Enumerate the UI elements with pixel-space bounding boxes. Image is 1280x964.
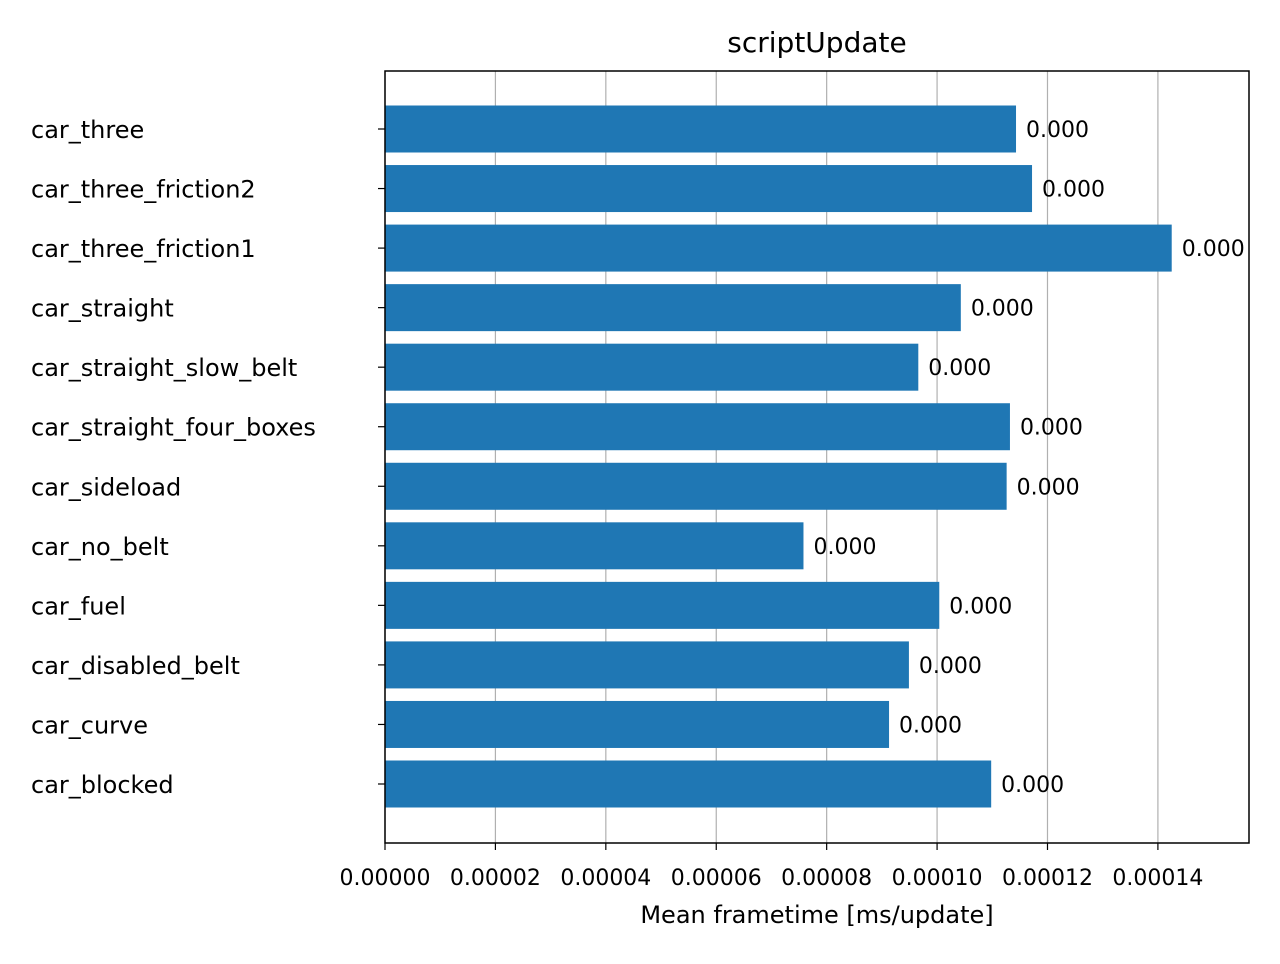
data-label: 0.000 xyxy=(813,535,876,560)
data-label: 0.000 xyxy=(971,297,1034,322)
data-label: 0.000 xyxy=(1017,475,1080,500)
bar xyxy=(385,700,890,748)
y-tick-label: car_curve xyxy=(31,711,148,739)
y-tick-label: car_disabled_belt xyxy=(31,652,240,680)
y-axis-ticks: car_three car_three_friction2 car_three_fr… xyxy=(31,116,385,799)
bars xyxy=(385,105,1172,808)
y-tick-label: car_no_belt xyxy=(31,533,169,561)
y-tick-label: car_straight_four_boxes xyxy=(31,414,316,442)
bar xyxy=(385,522,804,570)
data-labels: 0.000 0.000 0.000 0.000 0.000 0.000 0.000 0.000… xyxy=(813,118,1244,798)
data-label: 0.000 xyxy=(949,594,1012,619)
data-label: 0.000 xyxy=(928,356,991,381)
y-tick-label: car_straight xyxy=(31,295,174,323)
x-tick-label: 0.00002 xyxy=(450,866,541,891)
bar xyxy=(385,581,940,629)
bar xyxy=(385,760,992,808)
bar xyxy=(385,224,1172,272)
x-tick-label: 0.00012 xyxy=(1002,866,1093,891)
chart-title: scriptUpdate xyxy=(727,26,906,59)
data-label: 0.000 xyxy=(899,713,962,738)
x-axis-ticks: 0.00000 0.00002 0.00004 0.00006 0.00008 0.000… xyxy=(340,843,1203,891)
plot-frame xyxy=(384,70,1250,844)
y-tick-label: car_three xyxy=(31,116,144,144)
y-tick-label: car_three_friction1 xyxy=(31,235,256,263)
y-tick-label: car_straight_slow_belt xyxy=(31,354,297,382)
x-tick-label: 0.00014 xyxy=(1112,866,1203,891)
data-label: 0.000 xyxy=(1042,178,1105,203)
data-label: 0.000 xyxy=(1001,773,1064,798)
bar xyxy=(385,462,1007,510)
x-tick-label: 0.00006 xyxy=(671,866,762,891)
x-tick-label: 0.00000 xyxy=(340,866,431,891)
bar xyxy=(385,165,1033,213)
bar xyxy=(385,403,1010,451)
y-tick-label: car_fuel xyxy=(31,592,126,620)
x-tick-label: 0.00008 xyxy=(781,866,872,891)
y-tick-label: car_blocked xyxy=(31,771,174,799)
y-tick-label: car_three_friction2 xyxy=(31,176,256,204)
data-label: 0.000 xyxy=(1026,118,1089,143)
bar xyxy=(385,105,1017,153)
y-tick-label: car_sideload xyxy=(31,473,181,501)
data-label: 0.000 xyxy=(1020,416,1083,441)
x-axis-label: Mean frametime [ms/update] xyxy=(640,901,993,929)
data-label: 0.000 xyxy=(1182,237,1245,262)
x-tick-label: 0.00010 xyxy=(892,866,983,891)
data-label: 0.000 xyxy=(919,654,982,679)
x-tick-label: 0.00004 xyxy=(560,866,651,891)
bar xyxy=(385,343,919,391)
bar xyxy=(385,284,961,332)
bar xyxy=(385,641,909,689)
